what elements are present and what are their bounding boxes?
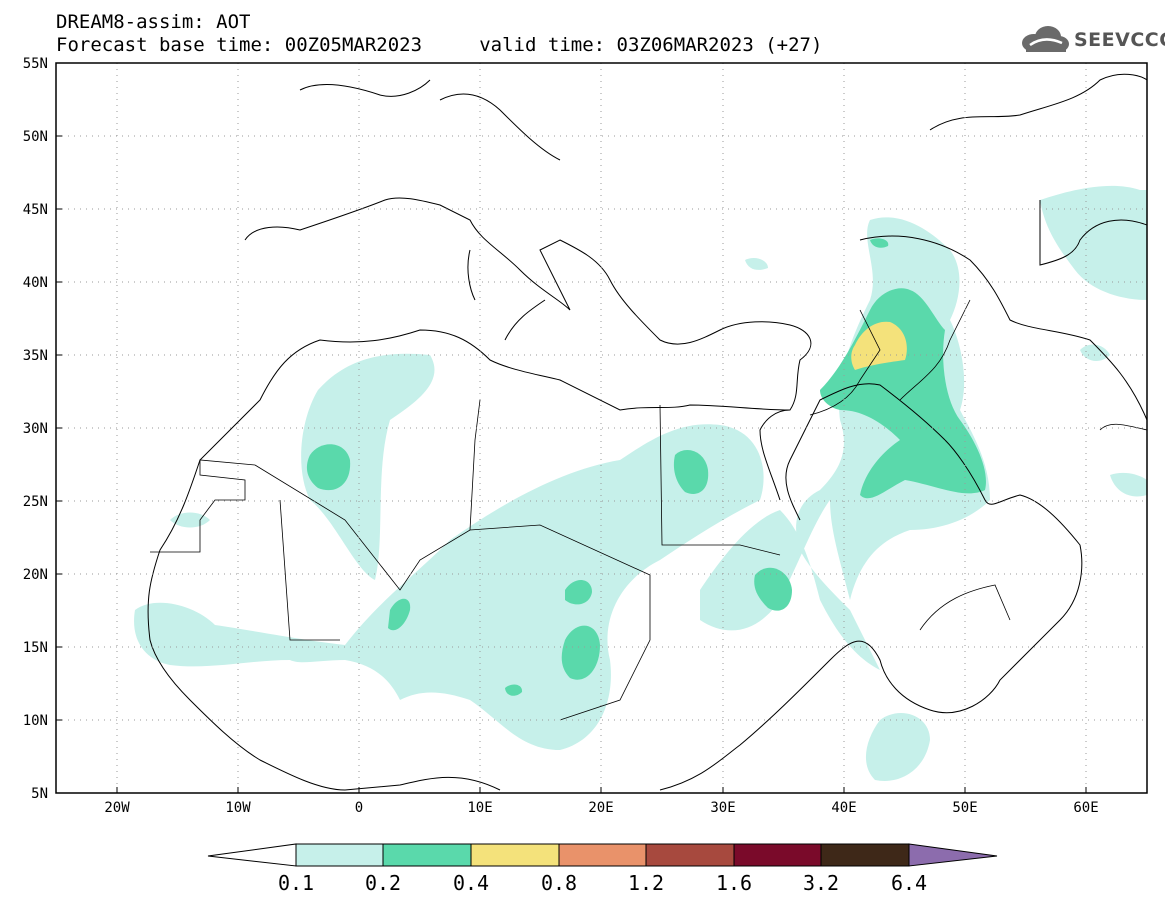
colorbar-segment	[558, 843, 647, 867]
lon-label: 10W	[225, 800, 251, 816]
lat-label: 5N	[31, 786, 48, 802]
lat-label: 10N	[23, 713, 48, 729]
coastlines	[147, 73, 1148, 791]
cloud-icon	[1022, 26, 1069, 52]
lon-label: 40E	[831, 800, 856, 816]
colorbar-label: 3.2	[803, 871, 839, 895]
colorbar-label: 1.2	[628, 871, 664, 895]
lon-label: 60E	[1073, 800, 1098, 816]
longitude-labels: 20W 10W 0 10E 20E 30E 40E 50E 60E	[104, 800, 1098, 816]
lat-label: 55N	[23, 56, 48, 72]
forecast-times: Forecast base time: 00Z05MAR2023 valid t…	[56, 34, 823, 56]
map-title: DREAM8-assim: AOT	[56, 11, 251, 33]
lat-label: 25N	[23, 494, 48, 510]
latitude-labels: 55N 50N 45N 40N 35N 30N 25N 20N 15N 10N …	[23, 56, 48, 802]
colorbar	[207, 843, 998, 867]
colorbar-label: 0.2	[365, 871, 401, 895]
colorbar-label: 0.1	[278, 871, 314, 895]
colorbar-low-arrow	[207, 843, 297, 867]
lon-label: 30E	[710, 800, 735, 816]
lat-label: 15N	[23, 640, 48, 656]
colorbar-segment	[820, 843, 910, 867]
colorbar-segment	[733, 843, 822, 867]
aot-shading-light	[134, 185, 1147, 781]
colorbar-label: 1.6	[716, 871, 752, 895]
lon-label: 20E	[588, 800, 613, 816]
lat-label: 20N	[23, 567, 48, 583]
lat-label: 35N	[23, 348, 48, 364]
lon-label: 0	[355, 800, 363, 816]
lat-label: 45N	[23, 202, 48, 218]
colorbar-label: 6.4	[891, 871, 927, 895]
colorbar-high-arrow	[908, 843, 998, 867]
lat-label: 50N	[23, 129, 48, 145]
lon-label: 10E	[467, 800, 492, 816]
colorbar-segment	[470, 843, 560, 867]
lon-label: 20W	[104, 800, 130, 816]
colorbar-segment	[295, 843, 384, 867]
logo-text: SEEVCCC	[1074, 29, 1165, 51]
colorbar-label: 0.8	[541, 871, 577, 895]
aot-shading-high	[851, 321, 907, 370]
lat-label: 40N	[23, 275, 48, 291]
seevccc-logo: SEEVCCC	[1018, 24, 1165, 56]
colorbar-label: 0.4	[453, 871, 489, 895]
colorbar-segment	[645, 843, 735, 867]
colorbar-labels: 0.1 0.2 0.4 0.8 1.2 1.6 3.2 6.4	[278, 871, 927, 895]
country-borders	[150, 299, 1148, 721]
lon-label: 50E	[952, 800, 977, 816]
colorbar-segment	[382, 843, 472, 867]
lat-label: 30N	[23, 421, 48, 437]
